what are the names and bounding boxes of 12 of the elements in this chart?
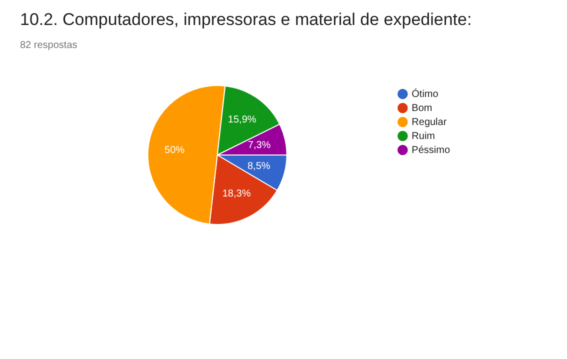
data-label: 18,3% <box>222 188 251 200</box>
legend-label: Regular <box>412 116 448 128</box>
legend-label: Ótimo <box>412 88 439 100</box>
legend-label: Bom <box>412 102 432 114</box>
legend-label: Ruim <box>412 130 435 142</box>
data-label: 7,3% <box>248 140 271 151</box>
text: 82 respostas <box>20 40 78 51</box>
legend-label: Péssimo <box>412 144 450 156</box>
data-label: 50% <box>164 144 185 156</box>
data-label: 15,9% <box>228 114 256 126</box>
data-label: 8,5% <box>247 161 270 172</box>
chart-title: 10.2. Computadores, impressoras e material de expediente: <box>20 10 472 30</box>
